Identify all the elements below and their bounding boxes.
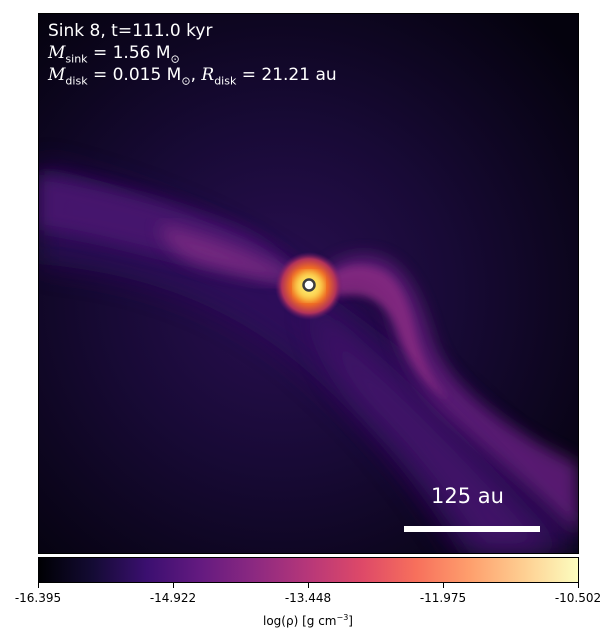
left-filament-core bbox=[159, 224, 304, 283]
sink-title: Sink 8, t=111.0 kyr bbox=[48, 21, 213, 41]
density-field bbox=[39, 14, 578, 553]
colorbar-label: log(ρ) [g cm−3] bbox=[263, 613, 353, 628]
density-map: Sink 8, t=111.0 kyr Msink = 1.56 M⊙ Mdis… bbox=[38, 13, 579, 554]
disk-properties: Mdisk = 0.015 M⊙, Rdisk = 21.21 au bbox=[48, 65, 337, 88]
colorbar-tick-label: -13.448 bbox=[284, 591, 332, 605]
colorbar-tick-label: -16.395 bbox=[14, 591, 62, 605]
colorbar-tick bbox=[578, 583, 579, 588]
sink-marker bbox=[302, 278, 316, 292]
colorbar bbox=[38, 557, 579, 583]
scale-bar-label: 125 au bbox=[431, 484, 504, 508]
right-filament-core bbox=[324, 266, 449, 399]
colorbar-tick bbox=[173, 583, 174, 588]
colorbar-tick-label: -11.975 bbox=[419, 591, 467, 605]
colorbar-tick bbox=[308, 583, 309, 588]
colorbar-tick-label: -10.502 bbox=[554, 591, 602, 605]
colorbar-tick bbox=[443, 583, 444, 588]
colorbar-tick-label: -14.922 bbox=[149, 591, 197, 605]
scale-bar bbox=[404, 526, 540, 532]
lower-plume bbox=[309, 299, 559, 553]
right-filament bbox=[314, 255, 578, 534]
sink-mass: Msink = 1.56 M⊙ bbox=[48, 43, 180, 66]
colorbar-tick bbox=[38, 583, 39, 588]
